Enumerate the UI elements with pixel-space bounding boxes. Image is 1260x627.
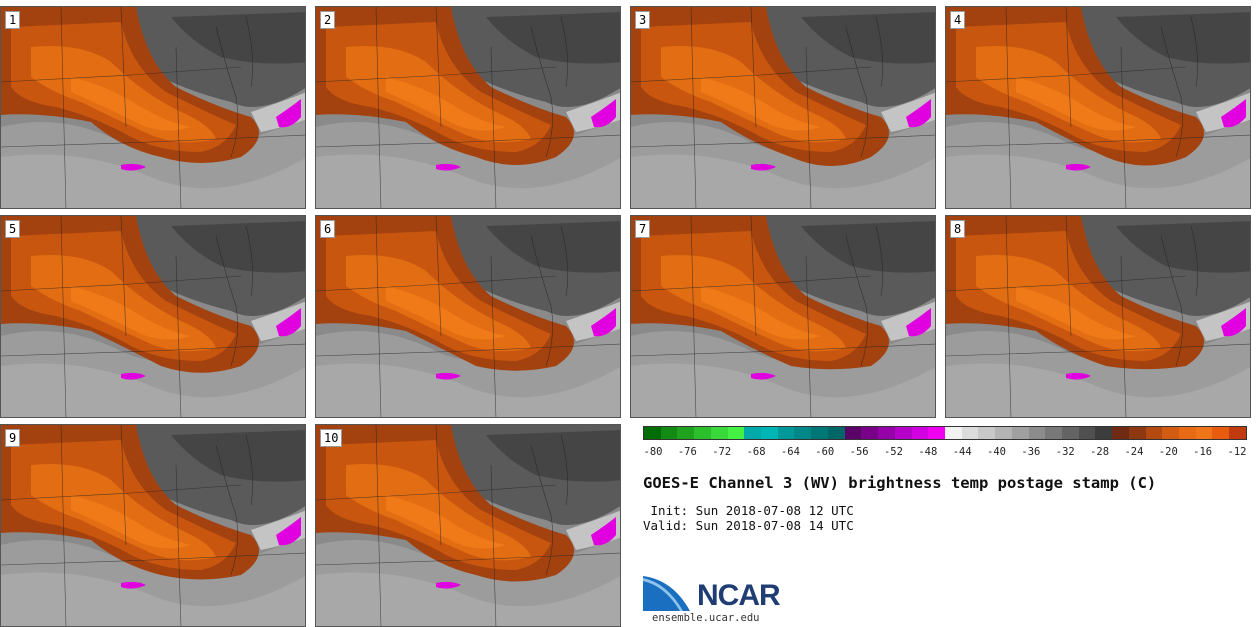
colorbar-segment <box>710 427 728 439</box>
ensemble-member-panel: 1 <box>0 6 306 209</box>
colorbar-segment <box>844 427 862 439</box>
member-number-label: 9 <box>5 429 21 447</box>
colorbar-tick-label: -32 <box>1055 446 1075 458</box>
colorbar-segment <box>1112 427 1129 439</box>
colorbar-tick-label: -52 <box>883 446 903 458</box>
member-number-label: 7 <box>635 220 651 238</box>
colorbar-segment <box>1045 427 1062 439</box>
colorbar-segment <box>978 427 996 439</box>
colorbar-segment <box>928 427 945 439</box>
water-vapor-map <box>316 425 620 626</box>
colorbar-segment <box>1028 427 1046 439</box>
water-vapor-map <box>1 216 305 417</box>
colorbar-segment <box>961 427 979 439</box>
member-number-label: 1 <box>5 11 21 29</box>
colorbar-tick-label: -72 <box>712 446 732 458</box>
valid-time: Valid: Sun 2018-07-08 14 UTC <box>643 518 854 533</box>
member-number-label: 8 <box>950 220 966 238</box>
colorbar-tick-label: -48 <box>918 446 938 458</box>
water-vapor-map <box>946 216 1250 417</box>
colorbar-segment <box>644 427 661 439</box>
colorbar-segment <box>1095 427 1113 439</box>
colorbar-segment <box>894 427 912 439</box>
colorbar-tick-label: -16 <box>1193 446 1213 458</box>
init-time: Init: Sun 2018-07-08 12 UTC <box>643 503 854 518</box>
colorbar-segment <box>861 427 879 439</box>
colorbar-segment <box>1195 427 1213 439</box>
colorbar-segment <box>811 427 828 439</box>
colorbar-segment <box>827 427 845 439</box>
colorbar-segment <box>1229 427 1246 439</box>
colorbar-segment <box>1212 427 1230 439</box>
water-vapor-map <box>631 216 935 417</box>
water-vapor-map <box>631 7 935 208</box>
ensemble-member-panel: 2 <box>315 6 621 209</box>
colorbar-segment <box>911 427 929 439</box>
colorbar-tick-label: -40 <box>987 446 1006 458</box>
colorbar <box>643 426 1247 440</box>
colorbar-segment <box>878 427 895 439</box>
colorbar-segment <box>694 427 711 439</box>
ensemble-member-panel: 3 <box>630 6 936 209</box>
member-number-label: 6 <box>320 220 336 238</box>
colorbar-segment <box>1061 427 1079 439</box>
colorbar-segment <box>744 427 762 439</box>
colorbar-segment <box>995 427 1012 439</box>
colorbar-segment <box>1179 427 1196 439</box>
member-number-label: 4 <box>950 11 966 29</box>
ensemble-member-panel: 4 <box>945 6 1251 209</box>
water-vapor-map <box>946 7 1250 208</box>
colorbar-segment <box>1011 427 1029 439</box>
water-vapor-map <box>1 7 305 208</box>
ncar-logo-icon <box>643 571 695 611</box>
ensemble-member-panel: 10 <box>315 424 621 627</box>
ensemble-member-panel: 6 <box>315 215 621 418</box>
colorbar-segment <box>777 427 795 439</box>
colorbar-tick-label: -20 <box>1158 446 1178 458</box>
member-number-label: 5 <box>5 220 21 238</box>
colorbar-tick-label: -56 <box>849 446 869 458</box>
logo-url: ensemble.ucar.edu <box>652 612 760 624</box>
colorbar-segment <box>1078 427 1096 439</box>
colorbar-segment <box>1128 427 1146 439</box>
colorbar-tick-label: -44 <box>952 446 972 458</box>
colorbar-segment <box>1162 427 1179 439</box>
colorbar-segment <box>944 427 962 439</box>
member-number-label: 10 <box>320 429 343 447</box>
colorbar-tick-label: -68 <box>746 446 766 458</box>
colorbar-segment <box>794 427 812 439</box>
colorbar-tick-label: -64 <box>780 446 800 458</box>
colorbar-tick-label: -36 <box>1021 446 1041 458</box>
colorbar-segment <box>677 427 695 439</box>
ensemble-member-panel: 7 <box>630 215 936 418</box>
ncar-logo-text: NCAR <box>697 579 781 612</box>
ensemble-member-panel: 5 <box>0 215 306 418</box>
ensemble-member-panel: 8 <box>945 215 1251 418</box>
chart-title: GOES-E Channel 3 (WV) brightness temp po… <box>643 474 1157 492</box>
water-vapor-map <box>316 7 620 208</box>
colorbar-tick-label: -28 <box>1090 446 1110 458</box>
colorbar-tick-label: -60 <box>815 446 835 458</box>
colorbar-segment <box>1145 427 1163 439</box>
water-vapor-map <box>316 216 620 417</box>
colorbar-tick-label: -24 <box>1124 446 1144 458</box>
colorbar-tick-label: -12 <box>1227 446 1247 458</box>
colorbar-segment <box>761 427 778 439</box>
ensemble-member-panel: 9 <box>0 424 306 627</box>
colorbar-segment <box>660 427 678 439</box>
colorbar-tick-label: -76 <box>677 446 697 458</box>
water-vapor-map <box>1 425 305 626</box>
member-number-label: 3 <box>635 11 651 29</box>
colorbar-tick-label: -80 <box>643 446 663 458</box>
member-number-label: 2 <box>320 11 336 29</box>
colorbar-segment <box>727 427 745 439</box>
colorbar-ticks: -80 -76 -72 -68 -64 -60 -56 -52 -48 -44 -40 -36 -32 -… <box>643 446 1247 460</box>
